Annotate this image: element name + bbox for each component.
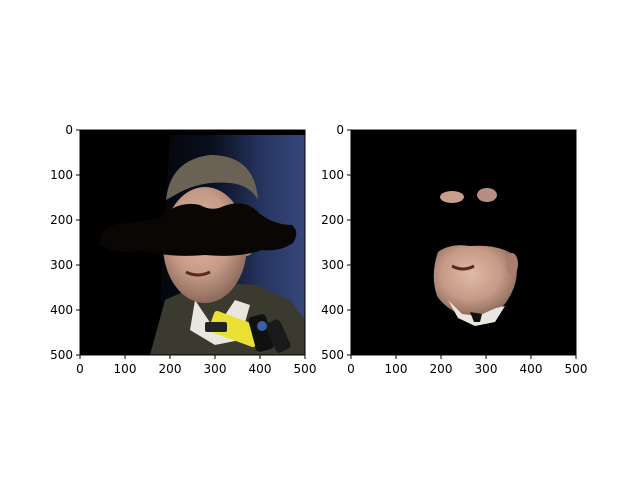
x-tick-label: 300 bbox=[204, 362, 227, 376]
x-tick-label: 500 bbox=[565, 362, 588, 376]
left-image bbox=[80, 130, 305, 355]
x-tick-label: 0 bbox=[347, 362, 355, 376]
x-tick-label: 500 bbox=[294, 362, 317, 376]
y-tick-label: 500 bbox=[50, 348, 73, 362]
x-tick-label: 400 bbox=[520, 362, 543, 376]
left-image-microphones bbox=[205, 310, 291, 353]
right-y-ticks: 0 100 200 300 400 500 bbox=[321, 123, 351, 362]
left-image-mustache-mask bbox=[99, 203, 297, 256]
right-image-lower-face bbox=[433, 245, 517, 317]
x-tick-label: 200 bbox=[159, 362, 182, 376]
y-tick-label: 0 bbox=[336, 123, 344, 137]
y-tick-label: 0 bbox=[65, 123, 73, 137]
y-tick-label: 200 bbox=[50, 213, 73, 227]
y-tick-label: 300 bbox=[321, 258, 344, 272]
right-image-background bbox=[351, 130, 576, 355]
right-axes-frame bbox=[350, 129, 577, 356]
right-image-collar bbox=[448, 300, 505, 326]
right-image-ear bbox=[506, 253, 518, 275]
left-y-ticks: 0 100 200 300 400 500 bbox=[50, 123, 80, 362]
left-image-hair bbox=[166, 155, 258, 200]
right-image-tie bbox=[470, 312, 482, 322]
left-subplot: 0 100 200 300 400 500 0 100 200 300 400 500 bbox=[50, 123, 316, 376]
right-image-left-eyebrow-patch bbox=[440, 191, 464, 203]
right-image bbox=[351, 130, 576, 355]
y-tick-label: 100 bbox=[321, 168, 344, 182]
x-tick-label: 100 bbox=[114, 362, 137, 376]
left-axes-frame bbox=[79, 129, 306, 356]
x-tick-label: 200 bbox=[430, 362, 453, 376]
x-tick-label: 100 bbox=[385, 362, 408, 376]
y-tick-label: 400 bbox=[50, 303, 73, 317]
y-tick-label: 200 bbox=[321, 213, 344, 227]
right-image-right-eyebrow-patch bbox=[477, 188, 497, 202]
left-x-ticks: 0 100 200 300 400 500 bbox=[76, 355, 316, 376]
y-tick-label: 100 bbox=[50, 168, 73, 182]
x-tick-label: 300 bbox=[475, 362, 498, 376]
left-image-mouth bbox=[185, 270, 211, 277]
y-tick-label: 400 bbox=[321, 303, 344, 317]
y-tick-label: 300 bbox=[50, 258, 73, 272]
y-tick-label: 500 bbox=[321, 348, 344, 362]
right-x-ticks: 0 100 200 300 400 500 bbox=[347, 355, 587, 376]
x-tick-label: 0 bbox=[76, 362, 84, 376]
right-subplot: 0 100 200 300 400 500 0 100 200 300 400 500 bbox=[321, 123, 587, 376]
right-image-mouth bbox=[451, 264, 475, 271]
x-tick-label: 400 bbox=[249, 362, 272, 376]
